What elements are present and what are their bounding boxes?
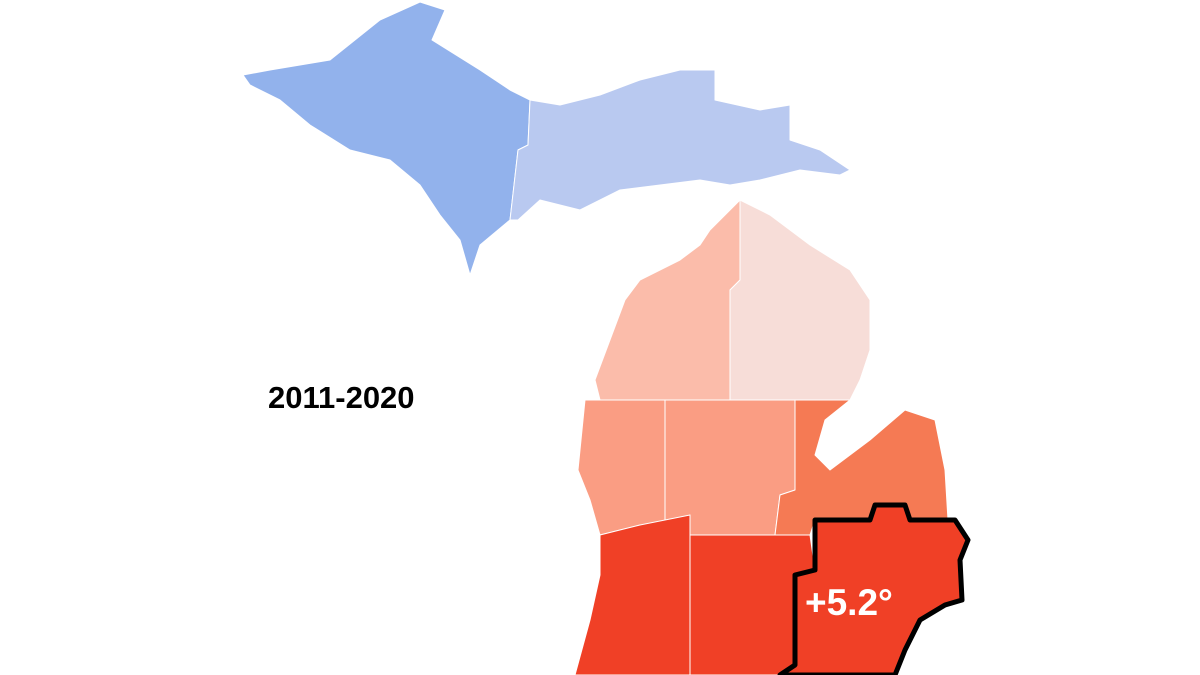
upper-peninsula-west [242,1,531,276]
highlight-label: +5.2° [805,582,893,623]
northeast-lower [729,199,871,401]
central [664,399,796,536]
northwest-lower [594,199,741,401]
upper-peninsula-east [509,69,851,221]
southwest [574,514,691,675]
thumb [774,399,949,536]
west-central [577,399,666,536]
southeast-highlighted [777,502,971,675]
period-label: 2011-2020 [268,380,415,415]
